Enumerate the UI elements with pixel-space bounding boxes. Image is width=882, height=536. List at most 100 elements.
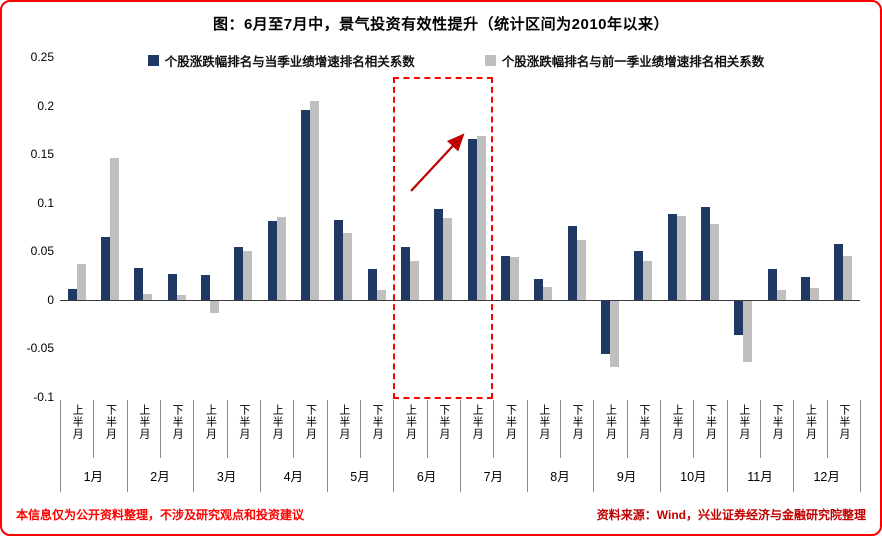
bar xyxy=(367,268,377,300)
legend-label-series1: 个股涨跌幅排名与当季业绩增速排名相关系数 xyxy=(164,55,415,69)
y-tick-label: 0 xyxy=(47,292,54,307)
bar xyxy=(276,217,286,300)
half-month-label: 下半月 xyxy=(637,404,650,440)
bar xyxy=(101,236,110,300)
category-separator xyxy=(693,400,695,458)
month-label: 7月 xyxy=(483,470,504,484)
y-tick-label: 0.15 xyxy=(30,147,54,162)
bar xyxy=(434,208,444,300)
bar xyxy=(476,135,486,300)
y-tick-label: 0.05 xyxy=(30,244,54,259)
month-label: 8月 xyxy=(550,470,570,484)
legend-swatch-series1-icon xyxy=(147,55,159,66)
bar xyxy=(534,279,544,300)
bar xyxy=(843,256,853,300)
half-month-label: 上半月 xyxy=(204,404,217,440)
month-label: 11月 xyxy=(747,470,773,484)
category-separator xyxy=(126,400,128,492)
category-separator xyxy=(193,400,195,492)
half-month-label: 下半月 xyxy=(504,404,517,440)
bar xyxy=(767,268,777,300)
half-month-label: 下半月 xyxy=(571,404,584,440)
month-label: 6月 xyxy=(416,470,437,484)
half-month-label: 上半月 xyxy=(737,404,750,440)
bar xyxy=(567,226,577,300)
bar xyxy=(676,216,686,300)
y-tick-label: -0.1 xyxy=(33,390,54,404)
bar xyxy=(110,158,119,300)
zero-axis-line xyxy=(60,299,860,301)
bar xyxy=(443,218,453,300)
bar xyxy=(601,300,610,355)
legend-item-series2: 个股涨跌幅排名与前一季业绩增速排名相关系数 xyxy=(484,51,765,70)
half-month-label: 上半月 xyxy=(804,404,817,440)
legend-swatch-series2-icon xyxy=(484,55,496,66)
half-month-label: 下半月 xyxy=(304,404,317,440)
half-month-label: 下半月 xyxy=(237,404,250,440)
bar xyxy=(610,300,619,367)
category-separator xyxy=(393,400,395,492)
category-separator xyxy=(526,400,528,492)
legend: 个股涨跌幅排名与当季业绩增速排名相关系数 个股涨跌幅排名与前一季业绩增速排名相关… xyxy=(62,51,850,70)
category-separator xyxy=(660,400,661,492)
month-label: 12月 xyxy=(813,470,840,484)
category-separator xyxy=(426,400,428,458)
month-label: 5月 xyxy=(350,470,370,484)
half-month-label: 上半月 xyxy=(137,404,150,440)
half-month-label: 下半月 xyxy=(437,404,450,440)
legend-label-series2: 个股涨跌幅排名与前一季业绩增速排名相关系数 xyxy=(501,55,765,69)
category-separator xyxy=(493,400,495,458)
trend-arrow-icon xyxy=(410,133,465,192)
half-month-label: 下半月 xyxy=(371,404,384,440)
half-month-label: 上半月 xyxy=(537,404,550,440)
bar xyxy=(167,273,177,300)
y-tick-label: -0.05 xyxy=(26,341,54,356)
month-label: 2月 xyxy=(150,470,170,484)
half-month-label: 下半月 xyxy=(171,404,184,440)
category-separator xyxy=(626,400,628,458)
bar xyxy=(576,239,586,300)
bar xyxy=(410,261,419,300)
bar xyxy=(710,224,719,300)
category-separator xyxy=(560,400,561,458)
bar xyxy=(234,247,244,300)
category-separator xyxy=(860,400,861,492)
month-label: 3月 xyxy=(216,470,237,484)
bar xyxy=(310,100,319,300)
highlight-box xyxy=(393,77,494,399)
category-separator xyxy=(293,400,295,458)
month-label: 9月 xyxy=(616,470,637,484)
category-separator xyxy=(93,400,95,458)
category-separator xyxy=(226,400,228,458)
month-label: 4月 xyxy=(283,470,304,484)
disclaimer-text: 本信息仅为公开资料整理，不涉及研究观点和投资建议 xyxy=(16,508,305,522)
category-separator xyxy=(160,400,161,458)
bar xyxy=(334,220,344,300)
half-month-label: 下半月 xyxy=(771,404,784,440)
bar xyxy=(834,244,844,300)
bar xyxy=(134,267,144,300)
category-separator xyxy=(460,400,461,492)
y-tick-label: 0.25 xyxy=(30,50,54,64)
bar-chart: 上半月 下半月 上半月 下半月 上半月 下半月 上半月 下半月 上半月 下半月 上半月 下半月 上半月 下… xyxy=(2,50,880,497)
bar xyxy=(67,289,77,300)
half-month-label: 下半月 xyxy=(704,404,717,440)
category-separator xyxy=(360,400,361,458)
bar xyxy=(143,294,153,300)
bar xyxy=(210,300,219,313)
bar xyxy=(810,288,819,300)
category-separator xyxy=(760,400,761,458)
bar xyxy=(701,206,710,300)
half-month-label: 上半月 xyxy=(337,404,350,440)
bar xyxy=(667,214,677,300)
half-month-label: 下半月 xyxy=(104,404,117,440)
bar xyxy=(343,232,353,300)
bar xyxy=(776,290,786,300)
footer: 本信息仅为公开资料整理，不涉及研究观点和投资建议 资料来源：Wind，兴业证券经… xyxy=(16,506,866,523)
bar xyxy=(267,221,277,300)
category-separator xyxy=(260,400,261,492)
category-separator xyxy=(726,400,728,492)
bar xyxy=(801,276,810,300)
bar xyxy=(76,263,86,300)
